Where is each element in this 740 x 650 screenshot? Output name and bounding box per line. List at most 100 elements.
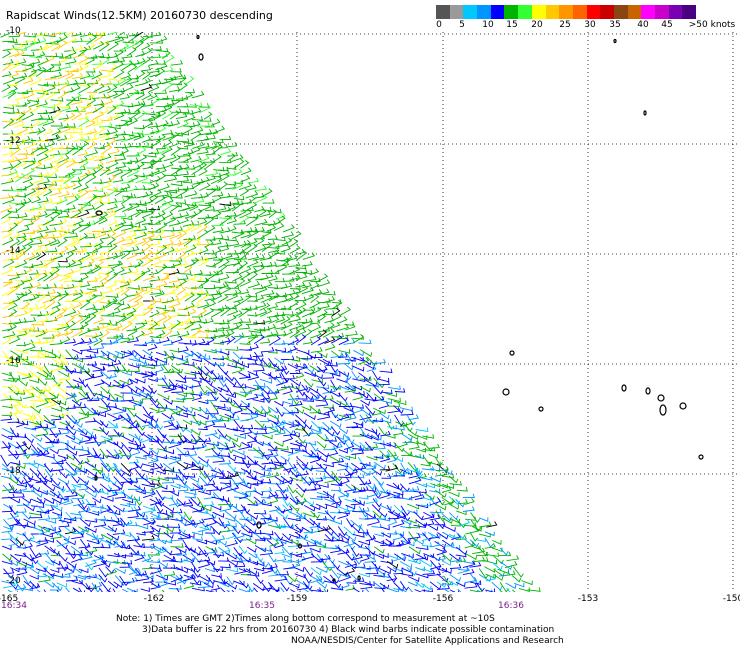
- wind-barb: [183, 511, 193, 521]
- wind-barb: [378, 426, 388, 436]
- wind-barb: [169, 490, 180, 497]
- wind-barb: [85, 242, 98, 247]
- wind-barb: [259, 559, 269, 568]
- wind-barb: [441, 486, 452, 493]
- wind-barb: [29, 583, 41, 590]
- wind-barb: [65, 144, 79, 150]
- wind-barb: [122, 498, 134, 504]
- wind-barb: [79, 55, 89, 64]
- wind-barb: [359, 413, 373, 421]
- wind-barb: [56, 590, 59, 592]
- wind-barb: [78, 327, 92, 337]
- wind-barb: [94, 239, 104, 248]
- wind-barb: [112, 334, 124, 344]
- wind-barb: [413, 511, 424, 521]
- wind-barb: [100, 386, 110, 394]
- wind-barb: [7, 100, 20, 106]
- wind-barb: [37, 82, 49, 87]
- wind-barb: [282, 533, 292, 541]
- wind-barb: [35, 67, 47, 77]
- wind-barb: [205, 336, 215, 345]
- wind-barb: [49, 586, 60, 591]
- wind-barb: [330, 334, 343, 344]
- wind-barb: [29, 370, 41, 380]
- wind-barb: [14, 46, 28, 51]
- wind-barb: [66, 245, 78, 254]
- wind-barb: [338, 473, 352, 479]
- wind-barb: [378, 451, 391, 458]
- wind-barb: [80, 32, 92, 37]
- wind-barb: [84, 233, 96, 239]
- wind-barb: [205, 334, 217, 339]
- wind-barb: [157, 264, 168, 274]
- wind-barb: [133, 225, 148, 232]
- wind-barb: [198, 561, 211, 569]
- wind-barb: [64, 268, 75, 276]
- wind-barb: [84, 154, 95, 162]
- wind-barb: [43, 288, 56, 296]
- wind-barb: [177, 311, 191, 316]
- wind-barb: [323, 406, 336, 414]
- wind-barb: [141, 209, 155, 219]
- wind-barb: [392, 533, 403, 541]
- wind-barb: [72, 403, 87, 409]
- wind-barb: [344, 498, 357, 503]
- wind-barb: [30, 176, 44, 185]
- wind-barb: [154, 167, 167, 176]
- colorbar-swatch-18: [682, 5, 697, 19]
- wind-barb: [387, 407, 401, 414]
- wind-barb: [399, 406, 413, 412]
- wind-barb: [72, 281, 83, 289]
- wind-barb: [7, 38, 18, 44]
- wind-barb: [267, 312, 280, 318]
- wind-barb: [184, 493, 197, 499]
- wind-barb: [198, 257, 210, 267]
- wind-barb: [42, 118, 55, 127]
- wind-barb: [331, 308, 341, 317]
- wind-barb: [168, 585, 182, 590]
- wind-barb: [78, 117, 90, 128]
- wind-barb: [190, 391, 203, 396]
- wind-barb: [77, 480, 88, 486]
- wind-barb: [15, 485, 28, 493]
- wind-barb: [49, 184, 63, 190]
- wind-barb: [240, 174, 251, 183]
- wind-barb: [93, 61, 104, 71]
- wind-barb: [50, 239, 61, 247]
- wind-barb: [521, 580, 533, 586]
- colorbar-swatch-0: [436, 5, 450, 19]
- wind-barb: [247, 373, 260, 381]
- wind-barb: [135, 216, 147, 225]
- wind-barb: [182, 419, 193, 426]
- wind-barb: [91, 265, 102, 274]
- wind-barb: [157, 560, 169, 568]
- wind-barb: [163, 153, 177, 162]
- wind-barb: [147, 228, 162, 233]
- wind-barb: [219, 479, 232, 485]
- wind-barb: [322, 526, 334, 536]
- wind-barb: [155, 577, 166, 583]
- wind-barb: [280, 245, 291, 253]
- wind-barb: [231, 589, 235, 592]
- wind-barb: [254, 237, 265, 247]
- wind-barb: [42, 84, 56, 93]
- wind-barb: [352, 393, 364, 401]
- wind-barb: [415, 566, 425, 572]
- wind-barb: [175, 260, 188, 267]
- wind-barb: [316, 351, 328, 359]
- wind-barb: [198, 333, 209, 339]
- wind-barb: [112, 354, 124, 359]
- wind-barb: [121, 519, 133, 526]
- wind-barb: [217, 445, 229, 451]
- wind-barb: [401, 487, 415, 492]
- wind-barb: [162, 146, 173, 155]
- wind-barb: [296, 349, 310, 355]
- wind-barb: [142, 163, 154, 170]
- wind-barb: [35, 329, 46, 338]
- wind-barb: [245, 190, 259, 199]
- wind-barb: [29, 76, 42, 86]
- wind-barb: [196, 483, 207, 493]
- wind-barb: [136, 531, 146, 536]
- wind-barb: [148, 96, 161, 106]
- wind-barb: [476, 537, 487, 542]
